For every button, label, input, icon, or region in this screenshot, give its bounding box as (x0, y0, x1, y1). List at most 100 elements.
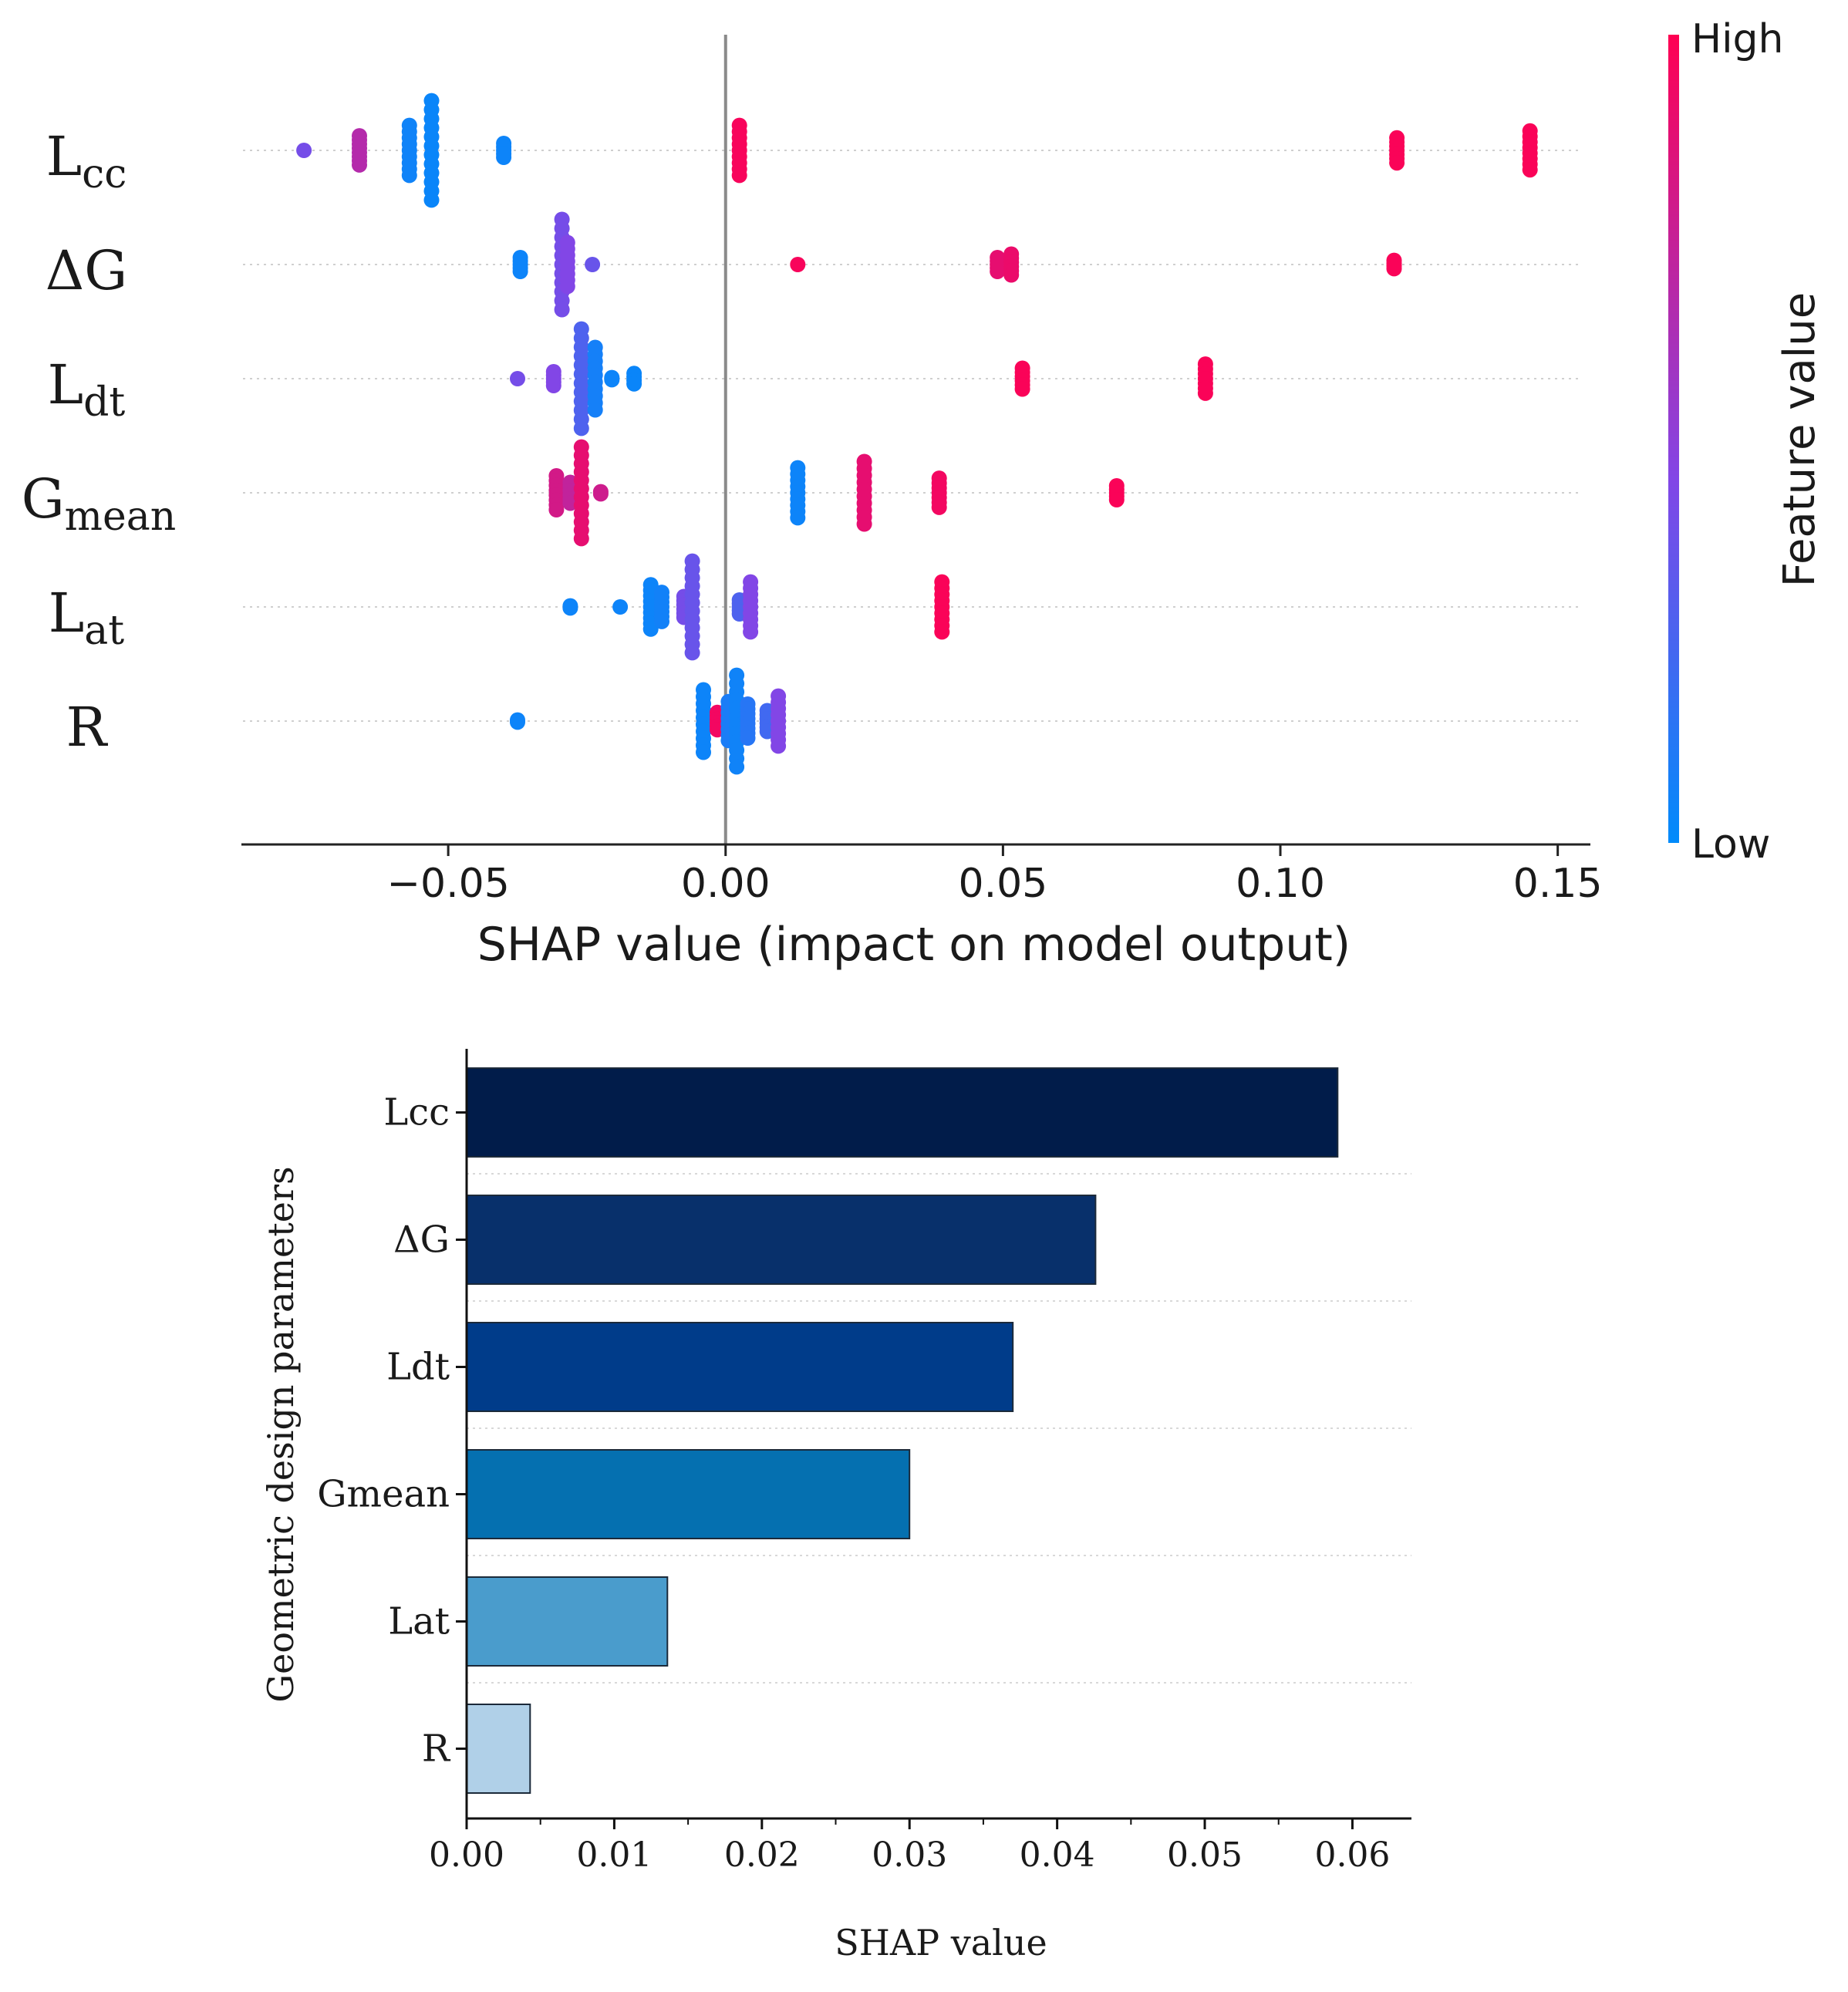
beeswarm-point (1386, 261, 1402, 277)
beeswarm-point (931, 499, 947, 515)
beeswarm-point (612, 599, 629, 615)
beeswarm-point (510, 371, 525, 386)
beeswarm-point (934, 624, 950, 640)
beeswarm-point (510, 714, 525, 730)
bar-y-axis-label: Geometric design parameters (260, 1166, 302, 1702)
bar (466, 1322, 1014, 1412)
beeswarm-point (559, 278, 575, 295)
beeswarm-x-ticks: −0.05 0.00 0.05 0.10 0.15 (386, 844, 1603, 907)
colorbar-high-label: High (1691, 16, 1784, 62)
bar-y-ticks: Lcc ΔG Ldt Gmean Lat R (317, 1091, 467, 1771)
beeswarm-feature-label: Lat (49, 581, 124, 654)
bar-category-label: Lat (388, 1600, 450, 1643)
feature-label-base: G (22, 467, 65, 531)
beeswarm-point (545, 378, 561, 393)
beeswarm-feature-labels: Lcc ΔG Ldt Gmean Lat R (22, 125, 177, 759)
bar-category-label: Lcc (383, 1091, 450, 1134)
beeswarm-point (1108, 492, 1125, 507)
bar-x-axis-label: SHAP value (835, 1922, 1047, 1963)
beeswarm-point (790, 510, 806, 526)
colorbar-title: Feature value (1775, 292, 1825, 587)
beeswarm-point (1003, 267, 1020, 283)
beeswarm-row-gridlines (243, 150, 1581, 722)
bar-category-label: Gmean (317, 1473, 450, 1516)
feature-label-subscript: at (84, 608, 124, 654)
beeswarm-x-tick-label: 0.10 (1236, 861, 1325, 907)
bar (466, 1449, 911, 1539)
beeswarm-point (696, 744, 711, 760)
bar-x-tick-label: 0.03 (872, 1835, 947, 1875)
beeswarm-point (573, 420, 589, 436)
beeswarm-point (654, 613, 669, 629)
beeswarm-point (990, 264, 1006, 279)
beeswarm-point (856, 516, 872, 532)
bar-x-tick-label: 0.04 (1020, 1835, 1095, 1875)
beeswarm-x-tick-label: −0.05 (386, 861, 509, 907)
beeswarm-x-tick-label: 0.00 (681, 861, 771, 907)
importance-bar-chart: 0.00 0.01 0.02 0.03 0.04 0.05 0.06 Lcc ΔG Ldt Gme… (260, 1049, 1411, 1963)
beeswarm-point (604, 372, 620, 388)
bar-x-tick-label: 0.00 (429, 1835, 504, 1875)
beeswarm-point (1014, 381, 1030, 397)
bar (466, 1067, 1339, 1158)
beeswarm-point (1522, 162, 1538, 178)
beeswarm-feature-label: Lcc (46, 125, 127, 197)
beeswarm-point (1197, 385, 1213, 401)
beeswarm-point (587, 402, 603, 418)
beeswarm-point (352, 157, 367, 173)
beeswarm-point (743, 624, 759, 640)
colorbar: High Low Feature value (1668, 16, 1825, 868)
beeswarm-point (771, 738, 787, 754)
feature-label-subscript: cc (82, 151, 126, 197)
feature-label-base: L (48, 353, 83, 416)
beeswarm-point (729, 759, 745, 775)
beeswarm-point (684, 645, 700, 661)
feature-label-base: ΔG (46, 239, 127, 302)
colorbar-low-label: Low (1691, 821, 1770, 868)
beeswarm-point (562, 600, 578, 616)
bar-x-ticks: 0.00 0.01 0.02 0.03 0.04 0.05 0.06 (429, 1818, 1390, 1875)
beeswarm-points (296, 93, 1538, 775)
beeswarm-feature-label: R (66, 696, 109, 759)
beeswarm-point (573, 531, 589, 547)
beeswarm-point (512, 264, 528, 279)
bar (466, 1704, 531, 1794)
beeswarm-chart: −0.05 0.00 0.05 0.10 0.15 LccΔGLdtGmeanLatR … (22, 35, 1603, 972)
feature-label-base: R (66, 696, 109, 759)
beeswarm-point (296, 143, 312, 158)
beeswarm-point (626, 376, 642, 392)
beeswarm-x-axis-label: SHAP value (impact on model output) (477, 918, 1351, 972)
bar-category-label: Ldt (386, 1346, 450, 1389)
bar-category-label: ΔG (393, 1218, 450, 1262)
beeswarm-point (1389, 155, 1405, 171)
beeswarm-point (496, 150, 512, 165)
bar (466, 1576, 669, 1667)
beeswarm-point (731, 167, 747, 184)
feature-label-base: L (49, 581, 84, 645)
beeswarm-x-tick-label: 0.15 (1513, 861, 1603, 907)
bar-x-tick-label: 0.01 (576, 1835, 652, 1875)
beeswarm-point (423, 192, 440, 208)
beeswarm-feature-label: ΔG (46, 239, 127, 302)
beeswarm-feature-label: Gmean (22, 467, 177, 540)
beeswarm-point (401, 167, 417, 184)
beeswarm-point (585, 257, 601, 272)
bar-x-tick-label: 0.05 (1167, 1835, 1243, 1875)
feature-label-subscript: dt (83, 379, 125, 426)
beeswarm-feature-label: Ldt (48, 353, 126, 426)
beeswarm-point (592, 486, 609, 502)
beeswarm-point (642, 621, 659, 637)
bar-x-tick-label: 0.02 (724, 1835, 800, 1875)
colorbar-bar (1668, 35, 1679, 843)
beeswarm-point (554, 302, 570, 318)
beeswarm-point (790, 257, 806, 272)
feature-label-base: L (46, 125, 82, 188)
bars (466, 1067, 1339, 1794)
feature-label-subscript: mean (65, 494, 177, 540)
beeswarm-point (548, 502, 565, 517)
beeswarm-point (740, 730, 756, 746)
bar (466, 1195, 1097, 1285)
bar-category-label: R (422, 1727, 451, 1771)
